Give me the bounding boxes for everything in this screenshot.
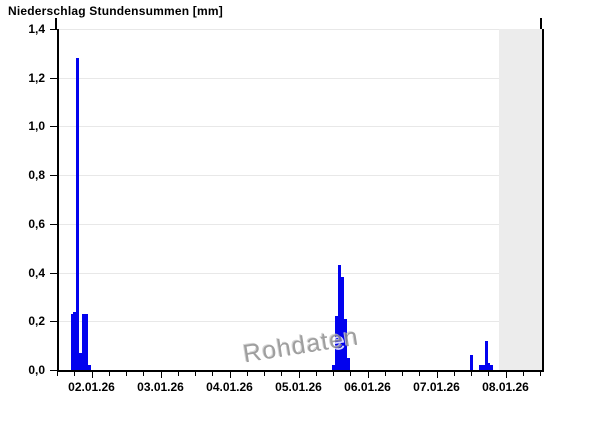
x-minor-tick	[108, 372, 110, 376]
y-tick-label: 0,8	[28, 168, 45, 182]
y-tick-label: 0,4	[28, 266, 45, 280]
y-tick-label: 0,0	[28, 363, 45, 377]
precipitation-bar	[481, 365, 485, 370]
precipitation-bar	[490, 365, 494, 370]
y-tick	[50, 370, 57, 371]
y-tick	[50, 78, 57, 79]
x-minor-tick	[471, 372, 472, 376]
y-tick-label: 1,0	[28, 119, 45, 133]
gridline	[59, 78, 542, 79]
precipitation-bar	[335, 316, 338, 370]
precipitation-bar	[484, 341, 488, 370]
gridline	[59, 126, 542, 127]
y-tick	[50, 273, 57, 274]
x-minor-tick	[488, 372, 490, 376]
precipitation-bar	[82, 314, 85, 370]
precipitation-bar	[487, 363, 491, 370]
y-tick-label: 0,6	[28, 217, 45, 231]
x-minor-tick	[402, 372, 403, 376]
future-no-data-region	[498, 29, 542, 370]
x-minor-tick	[419, 372, 421, 376]
x-major-tick	[436, 372, 438, 378]
axis-extension-line	[55, 18, 57, 29]
precipitation-bar	[478, 365, 482, 370]
x-tick-label: 07.01.26	[413, 380, 460, 394]
gridline	[59, 321, 542, 322]
x-minor-tick	[540, 372, 541, 376]
x-major-tick	[505, 372, 507, 378]
precipitation-bar	[470, 355, 474, 370]
x-tick-label: 05.01.26	[275, 380, 322, 394]
x-tick-label: 02.01.26	[68, 380, 115, 394]
precipitation-bar	[337, 265, 341, 370]
x-minor-tick	[143, 372, 145, 376]
y-tick-label: 1,4	[28, 22, 45, 36]
x-minor-tick	[315, 372, 317, 376]
precipitation-bar	[70, 314, 74, 370]
x-minor-tick	[264, 372, 265, 376]
x-major-tick	[91, 372, 93, 378]
x-minor-tick	[74, 372, 76, 376]
y-tick-label: 0,2	[28, 314, 45, 328]
precipitation-bar	[84, 314, 88, 370]
axis-extension-line	[540, 18, 542, 29]
x-minor-tick	[453, 372, 455, 376]
precipitation-bar	[73, 312, 77, 370]
precipitation-bar	[87, 365, 91, 370]
x-minor-tick	[281, 372, 283, 376]
gridline	[59, 29, 542, 30]
x-major-tick	[367, 372, 369, 378]
y-tick	[50, 126, 57, 127]
x-tick-label: 08.01.26	[482, 380, 529, 394]
x-minor-tick	[126, 372, 127, 376]
x-major-tick	[229, 372, 231, 378]
x-minor-tick	[246, 372, 248, 376]
precipitation-bar	[76, 58, 80, 370]
x-minor-tick	[384, 372, 386, 376]
y-tick	[50, 224, 57, 225]
precipitation-bar	[340, 277, 344, 370]
y-tick	[50, 321, 57, 322]
x-major-tick	[298, 372, 300, 378]
y-tick	[50, 175, 57, 176]
gridline	[59, 175, 542, 176]
chart-title: Niederschlag Stundensummen [mm]	[8, 4, 223, 18]
x-major-tick	[160, 372, 162, 378]
gridline	[59, 273, 542, 274]
precipitation-bar	[343, 319, 347, 370]
x-minor-tick	[522, 372, 524, 376]
y-tick-label: 1,2	[28, 71, 45, 85]
x-tick-label: 06.01.26	[344, 380, 391, 394]
x-minor-tick	[177, 372, 179, 376]
precipitation-bar	[332, 365, 336, 370]
gridline	[59, 224, 542, 225]
x-minor-tick	[195, 372, 196, 376]
plot-area: Rohdaten	[57, 29, 544, 372]
x-tick-label: 03.01.26	[137, 380, 184, 394]
y-tick	[50, 29, 57, 30]
precipitation-bar	[79, 353, 83, 370]
precipitation-bar	[346, 358, 350, 370]
x-tick-label: 04.01.26	[206, 380, 253, 394]
x-minor-tick	[333, 372, 334, 376]
x-minor-tick	[350, 372, 352, 376]
x-minor-tick	[57, 372, 58, 376]
x-minor-tick	[212, 372, 214, 376]
